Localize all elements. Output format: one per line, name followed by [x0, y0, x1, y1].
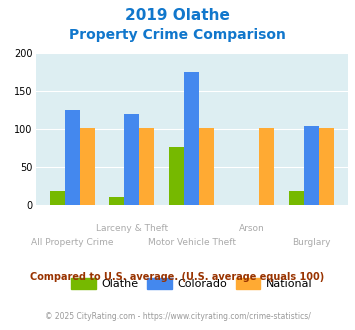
Text: Burglary: Burglary: [292, 238, 331, 247]
Bar: [304, 126, 319, 205]
Bar: [50, 191, 65, 205]
Text: 2019 Olathe: 2019 Olathe: [125, 8, 230, 23]
Bar: [319, 128, 334, 205]
Text: Compared to U.S. average. (U.S. average equals 100): Compared to U.S. average. (U.S. average …: [31, 272, 324, 282]
Text: © 2025 CityRating.com - https://www.cityrating.com/crime-statistics/: © 2025 CityRating.com - https://www.city…: [45, 312, 310, 321]
Bar: [65, 111, 80, 205]
Text: Larceny & Theft: Larceny & Theft: [96, 224, 168, 233]
Bar: [169, 147, 184, 205]
Bar: [80, 128, 94, 205]
Bar: [125, 114, 140, 205]
Legend: Olathe, Colorado, National: Olathe, Colorado, National: [67, 274, 317, 294]
Bar: [199, 128, 214, 205]
Text: Arson: Arson: [239, 224, 264, 233]
Text: Motor Vehicle Theft: Motor Vehicle Theft: [148, 238, 236, 247]
Text: All Property Crime: All Property Crime: [31, 238, 113, 247]
Text: Property Crime Comparison: Property Crime Comparison: [69, 28, 286, 42]
Bar: [109, 197, 125, 205]
Bar: [289, 191, 304, 205]
Bar: [140, 128, 154, 205]
Bar: [259, 128, 274, 205]
Bar: [184, 72, 199, 205]
